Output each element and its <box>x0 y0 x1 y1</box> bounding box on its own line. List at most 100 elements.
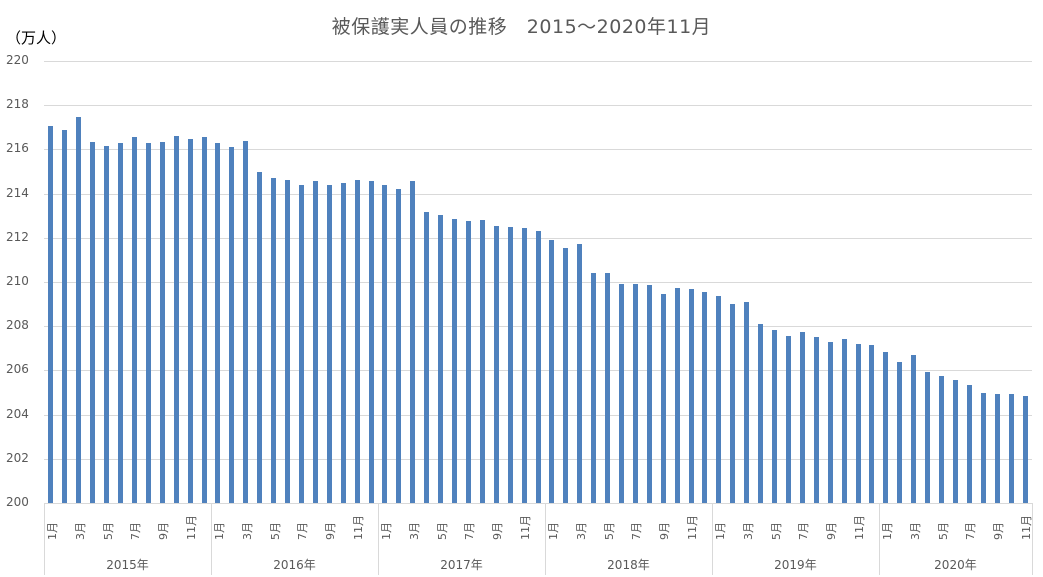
x-month-label: 3月 <box>407 522 421 540</box>
bar <box>855 343 861 503</box>
bar <box>76 117 82 503</box>
bar <box>730 304 736 503</box>
x-year-label: 2018年 <box>607 558 650 572</box>
bar <box>827 341 833 503</box>
x-month-label: 9月 <box>825 522 839 540</box>
x-month-label: 9月 <box>658 522 672 540</box>
bar <box>646 285 652 503</box>
bar <box>354 180 360 503</box>
y-tick-label: 212 <box>6 230 29 244</box>
bar <box>939 375 945 503</box>
bar <box>90 141 96 503</box>
x-month-label: 5月 <box>268 522 282 540</box>
x-month-label: 1月 <box>212 522 226 540</box>
y-tick-label: 204 <box>6 407 29 421</box>
x-month-label: 11月 <box>185 515 199 540</box>
x-month-label: 1月 <box>546 522 560 540</box>
year-separator <box>545 503 546 575</box>
bar <box>104 146 110 503</box>
y-tick-label: 200 <box>6 495 29 509</box>
bar <box>285 180 291 503</box>
bar <box>925 371 931 503</box>
bar <box>883 351 889 503</box>
x-month-label: 5月 <box>936 522 950 540</box>
x-year-label: 2015年 <box>106 558 149 572</box>
bar <box>535 231 541 503</box>
bar <box>702 291 708 503</box>
bar <box>368 181 374 503</box>
y-tick-label: 218 <box>6 97 29 111</box>
x-month-label: 3月 <box>741 522 755 540</box>
y-tick-label: 206 <box>6 362 29 376</box>
x-month-label: 3月 <box>908 522 922 540</box>
x-month-label: 7月 <box>797 522 811 540</box>
year-separator <box>211 503 212 575</box>
bar <box>618 284 624 503</box>
bar <box>507 226 513 503</box>
bar <box>493 225 499 503</box>
x-axis-line <box>44 503 1032 504</box>
bar <box>257 171 263 503</box>
bar <box>744 301 750 503</box>
x-month-label: 7月 <box>463 522 477 540</box>
bar <box>785 336 791 503</box>
x-month-label: 3月 <box>574 522 588 540</box>
bar <box>716 296 722 503</box>
bar <box>340 182 346 503</box>
bar <box>605 273 611 503</box>
x-month-label: 9月 <box>157 522 171 540</box>
x-year-label: 2020年 <box>934 558 977 572</box>
bar <box>660 294 666 503</box>
y-tick-label: 202 <box>6 451 29 465</box>
bar <box>591 273 597 503</box>
x-month-label: 1月 <box>880 522 894 540</box>
year-separator <box>712 503 713 575</box>
x-month-label: 1月 <box>379 522 393 540</box>
x-month-label: 9月 <box>491 522 505 540</box>
chart-title: 被保護実人員の推移 2015～2020年11月 <box>331 16 712 38</box>
x-month-label: 11月 <box>352 515 366 540</box>
bar <box>841 339 847 503</box>
bar <box>396 189 402 503</box>
bar <box>563 247 569 503</box>
bar <box>799 331 805 503</box>
bar <box>215 142 221 503</box>
x-month-label: 3月 <box>73 522 87 540</box>
bar <box>688 288 694 503</box>
bar <box>577 244 583 503</box>
year-separator <box>1032 503 1033 575</box>
x-month-label: 9月 <box>992 522 1006 540</box>
bar <box>632 284 638 503</box>
bar <box>201 137 207 503</box>
bar <box>1008 393 1014 503</box>
bar <box>674 287 680 503</box>
x-year-label: 2019年 <box>774 558 817 572</box>
bar <box>1022 395 1028 503</box>
bar <box>911 354 917 503</box>
gridline <box>44 149 1032 150</box>
bar <box>298 184 304 503</box>
bar <box>159 141 165 503</box>
x-month-label: 9月 <box>324 522 338 540</box>
x-month-label: 5月 <box>769 522 783 540</box>
bar <box>131 137 137 503</box>
x-month-label: 7月 <box>964 522 978 540</box>
x-year-label: 2017年 <box>440 558 483 572</box>
x-month-label: 11月 <box>853 515 867 540</box>
bar <box>62 129 68 503</box>
x-month-label: 5月 <box>435 522 449 540</box>
x-year-label: 2016年 <box>273 558 316 572</box>
bar <box>813 337 819 503</box>
bar <box>173 136 179 503</box>
year-separator <box>378 503 379 575</box>
bar <box>980 392 986 503</box>
x-month-label: 5月 <box>101 522 115 540</box>
bar <box>994 393 1000 503</box>
bar <box>187 139 193 503</box>
bar <box>758 323 764 503</box>
bar <box>145 142 151 503</box>
x-month-label: 7月 <box>296 522 310 540</box>
x-month-label: 5月 <box>602 522 616 540</box>
y-tick-label: 208 <box>6 318 29 332</box>
y-tick-label: 216 <box>6 141 29 155</box>
